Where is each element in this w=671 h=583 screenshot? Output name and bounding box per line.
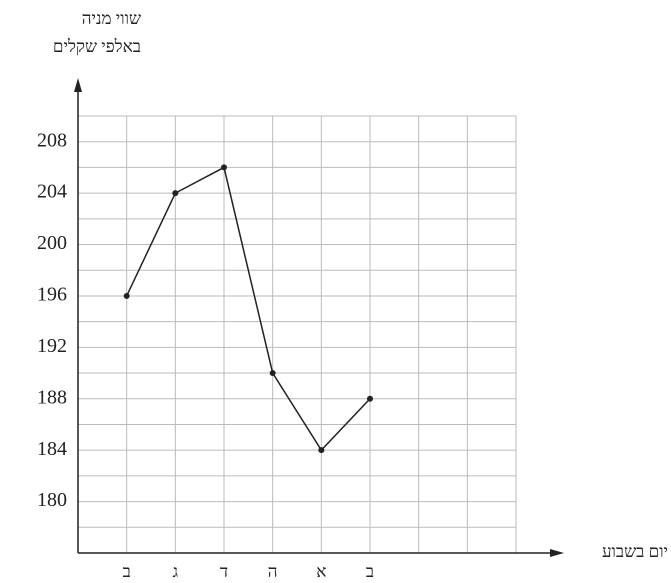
- data-line: [125, 166, 371, 452]
- y-axis-title: שווי מניה: [82, 9, 141, 28]
- data-point: [172, 190, 179, 197]
- x-axis-arrow: [550, 549, 564, 557]
- data-point: [221, 164, 227, 171]
- y-tick-label: 208: [37, 129, 67, 151]
- data-point: [123, 292, 130, 299]
- y-tick-label: 204: [37, 181, 67, 203]
- data-point: [367, 395, 373, 402]
- data-point: [269, 370, 276, 377]
- data-point: [318, 447, 325, 454]
- y-axis-title: באלפי שקלים: [53, 37, 141, 56]
- y-tick-label: 200: [37, 232, 67, 254]
- y-tick-label: 196: [37, 284, 67, 306]
- x-tick-label: א: [316, 562, 326, 581]
- y-tick-label: 192: [37, 335, 67, 357]
- x-tick-label: ב: [366, 562, 374, 581]
- x-tick-label: ב: [123, 562, 131, 581]
- x-axis-title: יום בשבוע: [602, 542, 668, 561]
- x-tick-label: ד: [220, 562, 228, 581]
- y-tick-label: 188: [37, 386, 67, 408]
- x-tick-label: ג: [173, 562, 179, 581]
- y-tick-label: 184: [37, 438, 67, 460]
- x-tick-label: ה: [268, 562, 278, 581]
- y-tick-label: 180: [37, 489, 67, 511]
